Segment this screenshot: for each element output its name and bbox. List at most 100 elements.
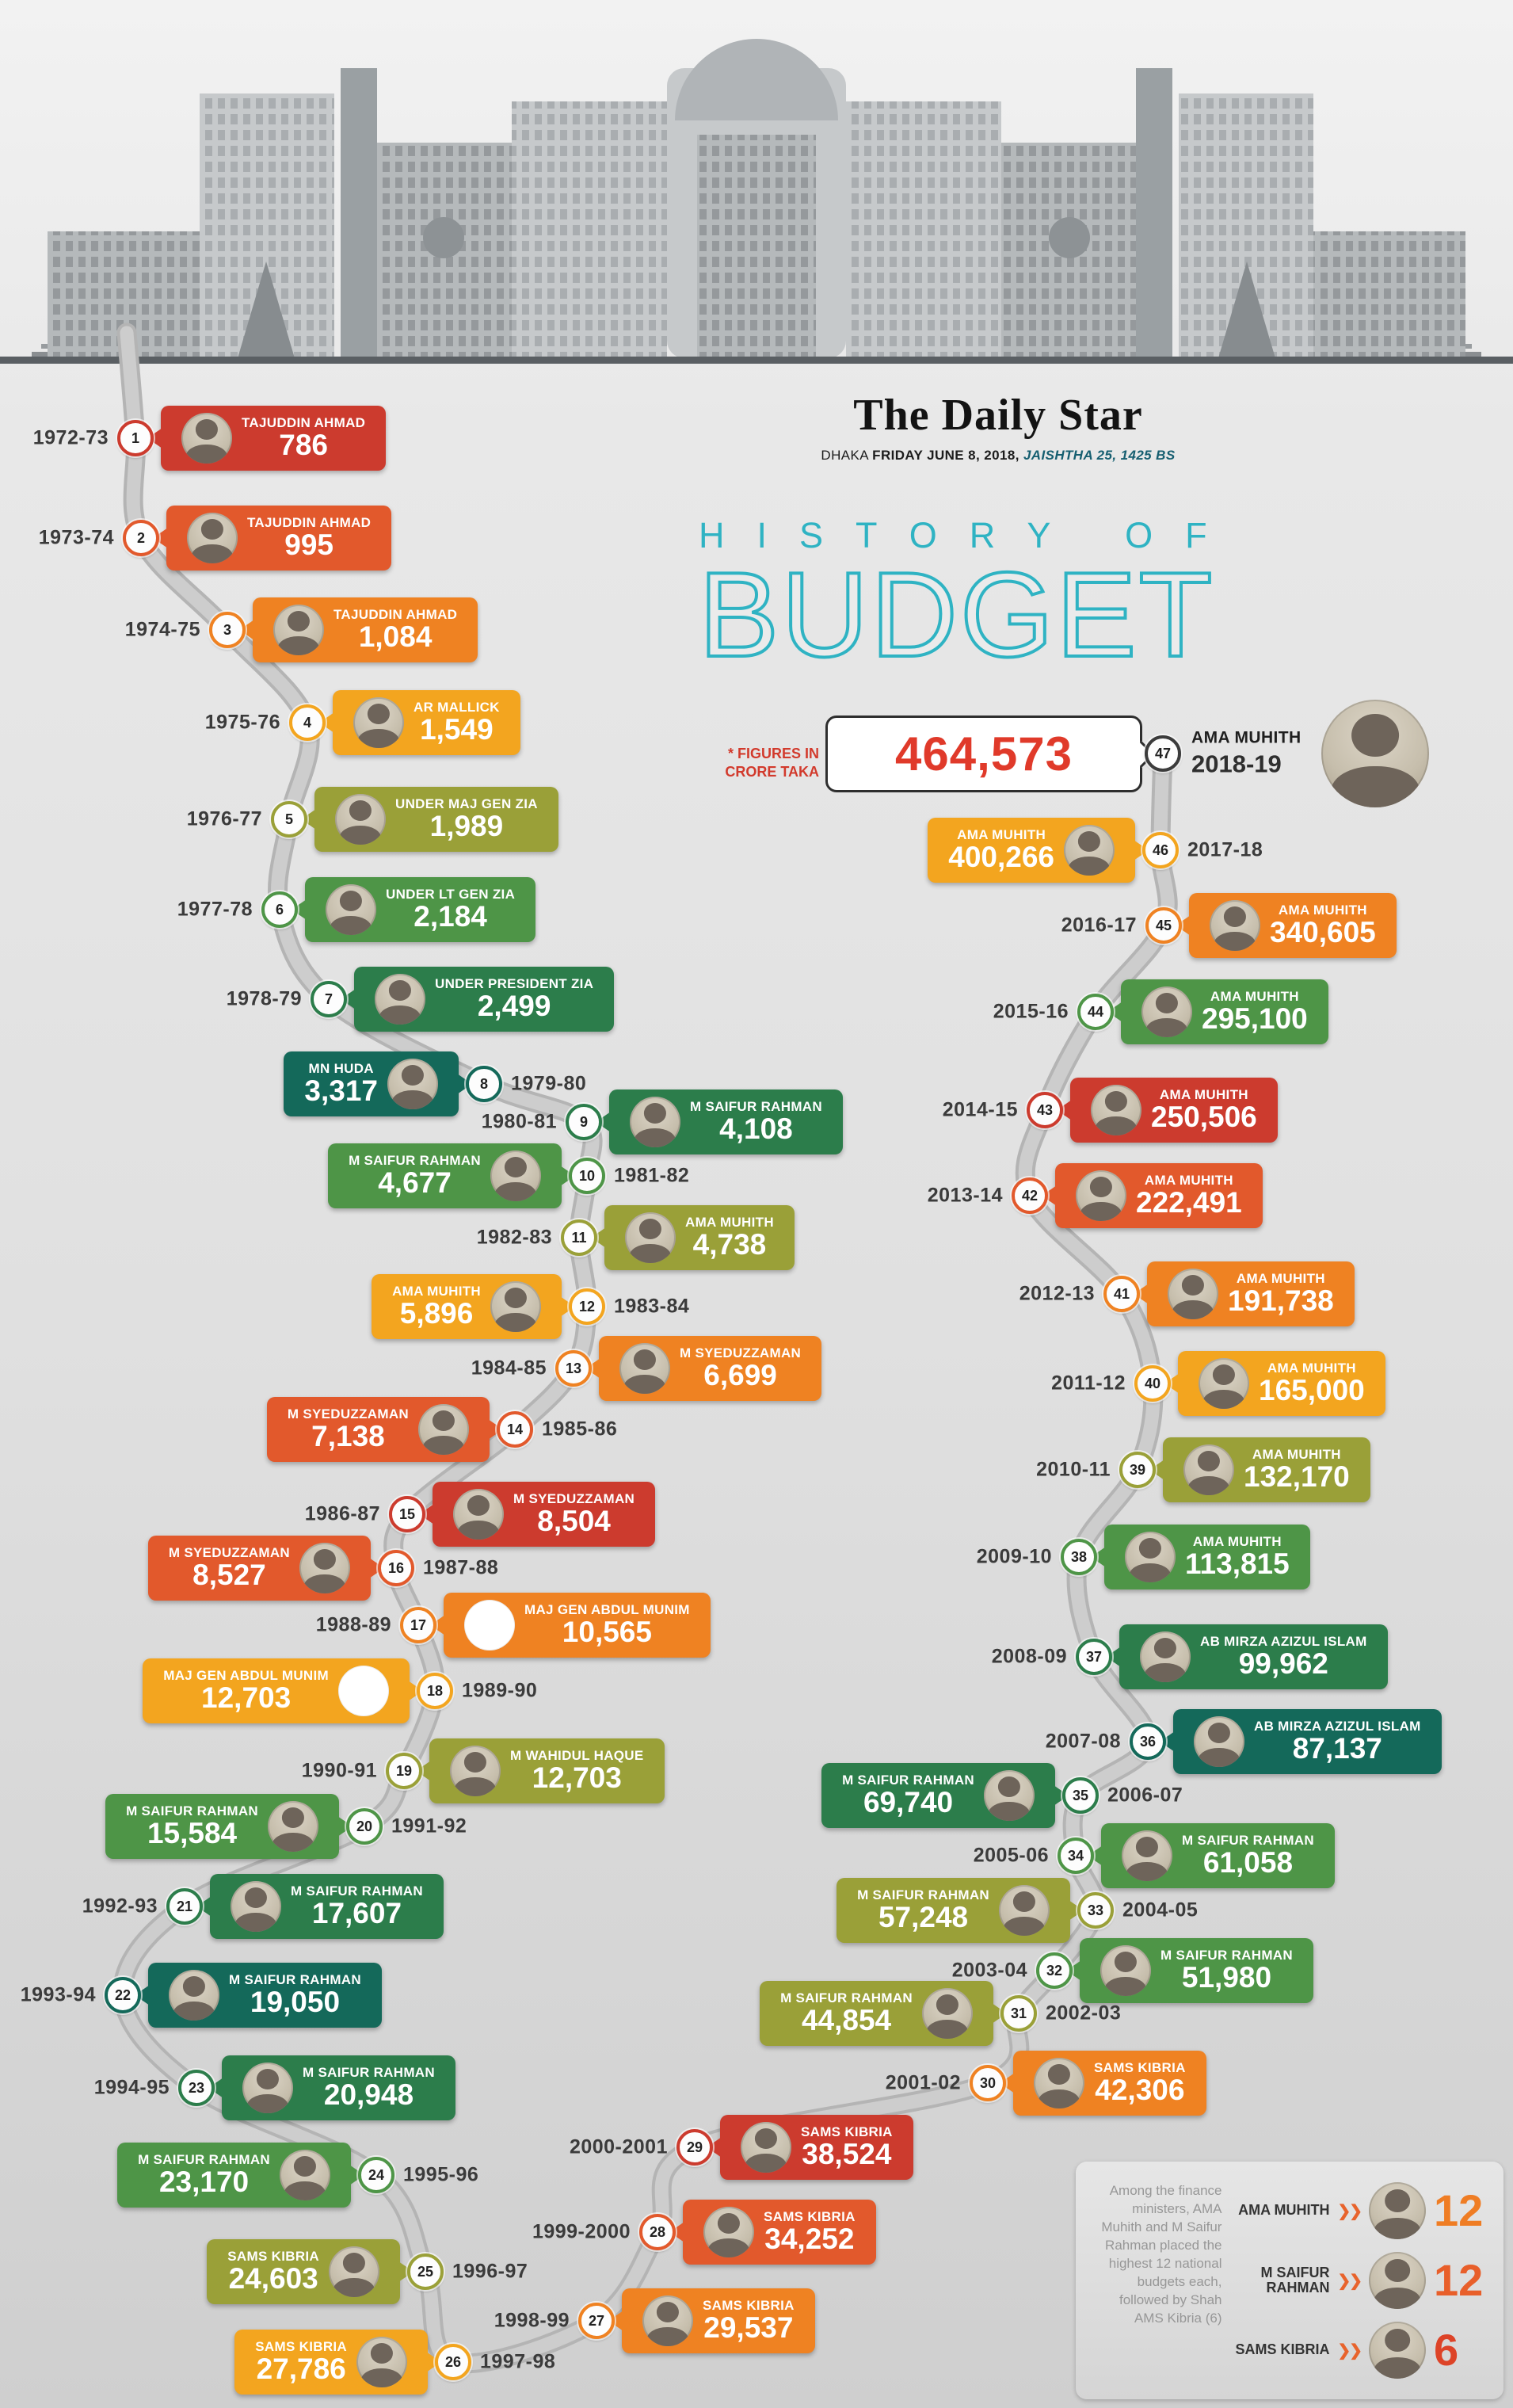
budget-box-text: M SAIFUR RAHMAN 57,248 (857, 1888, 989, 1933)
timeline-node-badge: 29 (676, 2129, 713, 2166)
budget-amount: 87,137 (1292, 1731, 1382, 1765)
budget-amount: 27,786 (256, 2352, 346, 2385)
timeline-year-label: 2011-12 (1051, 1372, 1126, 1395)
timeline-year-label: 2014-15 (942, 1098, 1018, 1121)
budget-box-text: M SYEDUZZAMAN 8,527 (169, 1546, 290, 1590)
budget-box-text: SAMS KIBRIA 24,603 (227, 2250, 319, 2294)
minister-name: M SAIFUR RAHMAN (780, 1990, 913, 2005)
budget-amount: 222,491 (1136, 1185, 1242, 1219)
timeline-node-badge: 12 (569, 1288, 605, 1325)
timeline-node-badge: 21 (166, 1888, 203, 1925)
budget-box: AMA MUHITH 4,738 (591, 1205, 795, 1270)
budget-box-text: M SAIFUR RAHMAN 15,584 (126, 1804, 258, 1849)
budget-box-text: SAMS KIBRIA 42,306 (1094, 2061, 1186, 2105)
minister-portrait (273, 605, 324, 655)
timeline-year-label: 2000-2001 (569, 2135, 668, 2158)
budget-box: M SAIFUR RAHMAN 20,948 (208, 2055, 455, 2120)
timeline-year-label: 2001-02 (885, 2071, 961, 2094)
minister-name: SAMS KIBRIA (227, 2248, 319, 2264)
newspaper-title: The Daily Star (853, 391, 1143, 440)
minister-portrait (630, 1097, 680, 1147)
timeline-year-label: 1973-74 (38, 526, 114, 549)
timeline-node-badge: 14 (497, 1411, 533, 1448)
timeline-node-badge: 41 (1103, 1276, 1140, 1312)
timeline-year-label: 1974-75 (124, 618, 200, 641)
timeline-year-label: 1981-82 (614, 1164, 690, 1187)
timeline-year-label: 2012-13 (1019, 1282, 1095, 1305)
timeline-year-label: 1984-85 (471, 1357, 547, 1380)
title-history-of: HISTORY OF (699, 515, 1240, 555)
budget-count: 6 (1434, 2325, 1459, 2375)
budget-box: M WAHIDUL HAQUE 12,703 (416, 1738, 665, 1803)
budget-box: SAMS KIBRIA 27,786 (234, 2330, 441, 2395)
minister-portrait (353, 697, 404, 748)
minister-portrait (329, 2246, 379, 2297)
budget-box: M SAIFUR RAHMAN 23,170 (117, 2143, 364, 2208)
minister-portrait (1210, 900, 1260, 951)
budget-amount: 400,266 (948, 840, 1054, 873)
minister-portrait (242, 2063, 293, 2113)
minister-name: M WAHIDUL HAQUE (510, 1747, 644, 1763)
budget-amount: 5,896 (399, 1296, 474, 1330)
timeline-node-badge: 7 (311, 981, 347, 1017)
minister-name: M SAIFUR RAHMAN (1182, 1832, 1314, 1848)
budget-amount: 6,699 (703, 1358, 777, 1391)
dateline-calendar: JAISHTHA 25, 1425 BS (1023, 448, 1176, 463)
budget-box-text: SAMS KIBRIA 29,537 (703, 2299, 795, 2343)
budget-amount: 250,506 (1151, 1100, 1257, 1133)
timeline-node-badge: 30 (970, 2065, 1006, 2101)
budget-box-text: AB MIRZA AZIZUL ISLAM 99,962 (1200, 1635, 1367, 1679)
budget-box: M SYEDUZZAMAN 8,504 (419, 1482, 656, 1547)
title-budget: BUDGET (697, 548, 1215, 682)
minister-name: MAJ GEN ABDUL MUNIM (163, 1667, 329, 1683)
timeline-node-badge: 32 (1036, 1952, 1073, 1989)
timeline-node-badge: 31 (1000, 1995, 1037, 2032)
budget-box: AMA MUHITH 5,896 (372, 1274, 575, 1339)
timeline-year-label: 1998-99 (494, 2309, 570, 2332)
timeline-year-label: 2006-07 (1107, 1784, 1183, 1807)
summary-row: AMA MUHITH ❯❯ 12 (1233, 2182, 1486, 2239)
timeline-year-label: 2009-10 (976, 1545, 1052, 1568)
minister-portrait (181, 413, 232, 464)
timeline-node-badge: 19 (386, 1753, 422, 1789)
minister-portrait (1141, 986, 1192, 1037)
timeline-year-label: 1992-93 (82, 1895, 158, 1918)
minister-name: M SYEDUZZAMAN (168, 1544, 290, 1560)
budget-box: AR MALLICK 1,549 (319, 690, 520, 755)
dateline-city: DHAKA (821, 448, 869, 463)
timeline-year-label: 1990-91 (301, 1759, 377, 1782)
minister-name: AMA MUHITH (957, 826, 1046, 842)
photo-placeholder (464, 1600, 515, 1650)
minister-portrait (387, 1059, 438, 1109)
minister-name: AMA MUHITH (1144, 1172, 1233, 1188)
minister-name: AMA MUHITH (1159, 1086, 1248, 1102)
budget-box-text: AMA MUHITH 4,738 (685, 1215, 774, 1260)
minister-name: AMA MUHITH (1236, 1270, 1325, 1286)
minister-name: MN HUDA (308, 1060, 374, 1076)
summary-row: SAMS KIBRIA ❯❯ 6 (1233, 2322, 1486, 2379)
minister-portrait (1369, 2182, 1426, 2239)
timeline-year-label: 1972-73 (32, 426, 109, 449)
budget-amount: 99,962 (1238, 1647, 1328, 1680)
minister-portrait (335, 794, 386, 845)
budget-box: M SAIFUR RAHMAN 44,854 (760, 1981, 1007, 2046)
budget-box-text: AMA MUHITH 132,170 (1244, 1448, 1350, 1492)
summary-rows: AMA MUHITH ❯❯ 12 M SAIFUR RAHMAN ❯❯ 12 SAMS KI… (1233, 2182, 1486, 2379)
budget-amount: 19,050 (250, 1985, 341, 2018)
budget-box: TAJUDDIN AHMAD 1,084 (239, 597, 478, 662)
budget-box-text: AMA MUHITH 250,506 (1151, 1088, 1257, 1132)
budget-amount: 51,980 (1181, 1960, 1272, 1994)
budget-amount: 4,738 (692, 1227, 767, 1261)
double-chevron-icon: ❯❯ (1337, 2272, 1362, 2290)
minister-portrait (356, 2337, 407, 2387)
timeline-year-label: 1994-95 (93, 2076, 170, 2099)
budget-box-text: M SYEDUZZAMAN 6,699 (680, 1346, 801, 1391)
budget-box: AMA MUHITH 165,000 (1164, 1351, 1385, 1416)
minister-name: AMA MUHITH (685, 1214, 774, 1230)
timeline-node-badge: 13 (555, 1350, 592, 1387)
minister-name: SAMS KIBRIA (255, 2338, 347, 2354)
timeline-year-label: 2018-19 (1191, 750, 1282, 778)
budget-box: SAMS KIBRIA 34,252 (669, 2200, 876, 2265)
budget-box: M SAIFUR RAHMAN 51,980 (1066, 1938, 1313, 2003)
